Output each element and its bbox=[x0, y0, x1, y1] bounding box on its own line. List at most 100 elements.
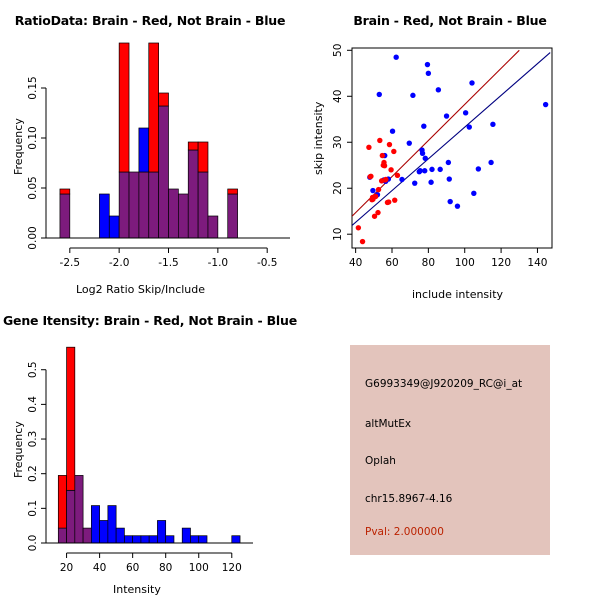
gene-y-tick-label: 0.0 bbox=[27, 535, 39, 552]
scatter-point bbox=[425, 70, 432, 76]
scatter-x-tick-label: 80 bbox=[422, 257, 435, 269]
ratio-bar-overlap bbox=[197, 171, 209, 239]
scatter-point bbox=[392, 197, 398, 203]
gene-bar-top bbox=[165, 535, 175, 544]
gene-bar-top bbox=[132, 535, 142, 544]
scatter-y-tick-label: 40 bbox=[332, 90, 344, 103]
gene-x-tick-label: 80 bbox=[159, 562, 172, 574]
scatter-point bbox=[388, 167, 394, 173]
ratio-bar-overlap bbox=[59, 193, 71, 239]
gene-bar-overlap bbox=[57, 527, 67, 544]
intensity-scatter-panel: Brain - Red, Not Brain - Blue skip inten… bbox=[300, 0, 600, 300]
ratio-histogram-x-axis-label: Log2 Ratio Skip/Include bbox=[76, 283, 206, 296]
ratio-x-tick-label: -1.0 bbox=[208, 257, 229, 269]
gene-x-tick-label: 120 bbox=[222, 562, 242, 574]
scatter-point bbox=[443, 113, 450, 119]
ratio-bar-overlap bbox=[187, 149, 199, 239]
gene-bar-top bbox=[90, 505, 100, 544]
scatter-point bbox=[370, 187, 376, 194]
gene-bar-top bbox=[148, 535, 158, 544]
scatter-point bbox=[435, 87, 442, 93]
ratio-bar-top bbox=[108, 215, 120, 239]
gene-bar-top bbox=[66, 346, 76, 491]
gene-y-tick-label: 0.1 bbox=[27, 500, 39, 517]
ratio-bar-overlap bbox=[227, 193, 238, 239]
gene-histogram-panel: Gene Itensity: Brain - Red, Not Brain - … bbox=[0, 300, 300, 600]
event-type-text: altMutEx bbox=[365, 418, 412, 430]
ratio-x-tick-label: -2.5 bbox=[60, 257, 81, 269]
scatter-point bbox=[417, 168, 423, 174]
gene-bar-top bbox=[57, 475, 67, 529]
gene-bar-top bbox=[198, 535, 208, 544]
scatter-point bbox=[376, 91, 382, 98]
scatter-point bbox=[454, 203, 461, 209]
scatter-point bbox=[488, 159, 494, 166]
gene-histogram-bars bbox=[57, 346, 241, 544]
scatter-point bbox=[386, 199, 392, 205]
ratio-histogram-title: RatioData: Brain - Red, Not Brain - Blue bbox=[14, 13, 286, 28]
ratio-bar-overlap bbox=[168, 188, 179, 239]
gene-y-tick-label: 0.4 bbox=[27, 396, 39, 413]
ratio-bar-top bbox=[158, 92, 169, 107]
gene-x-tick-label: 60 bbox=[126, 562, 139, 574]
gene-bar-top bbox=[99, 520, 109, 544]
gene-bar-top bbox=[115, 527, 125, 544]
scatter-point bbox=[469, 80, 475, 86]
scatter-point bbox=[368, 173, 374, 179]
scatter-point bbox=[391, 148, 397, 155]
intensity-scatter-x-axis-label: include intensity bbox=[412, 288, 504, 300]
ratio-histogram-panel: RatioData: Brain - Red, Not Brain - Blue… bbox=[0, 0, 300, 300]
scatter-point bbox=[445, 159, 452, 166]
scatter-point bbox=[422, 155, 428, 162]
scatter-point bbox=[412, 180, 418, 186]
scatter-point bbox=[422, 168, 428, 174]
ratio-x-tick-label: -0.5 bbox=[257, 257, 278, 269]
ratio-bar-top bbox=[227, 188, 238, 195]
ratio-bar-overlap bbox=[207, 215, 219, 239]
scatter-point bbox=[429, 166, 435, 173]
gene-x-tick-label: 40 bbox=[93, 562, 106, 574]
scatter-point bbox=[462, 110, 469, 116]
scatter-point bbox=[375, 186, 382, 193]
scatter-inner bbox=[352, 49, 551, 245]
ratio-bar-overlap bbox=[148, 171, 159, 239]
gene-info-box: G6993349@J920209_RC@i_at altMutEx Oplah … bbox=[350, 345, 550, 555]
gene-info-panel: G6993349@J920209_RC@i_at altMutEx Oplah … bbox=[300, 300, 600, 600]
scatter-point bbox=[466, 124, 472, 130]
ratio-bar-overlap bbox=[128, 171, 140, 239]
probe-id-text: G6993349@J920209_RC@i_at bbox=[365, 378, 523, 390]
scatter-point bbox=[359, 238, 366, 245]
scatter-point bbox=[381, 163, 388, 169]
scatter-point bbox=[379, 152, 386, 159]
gene-bar-top bbox=[231, 535, 241, 544]
scatter-x-tick-label: 60 bbox=[385, 257, 398, 269]
gene-histogram-x-axis-label: Intensity bbox=[113, 583, 161, 596]
gene-bar-top bbox=[140, 535, 150, 544]
ratio-bar-overlap bbox=[138, 171, 150, 239]
ratio-y-tick-label: 0.10 bbox=[27, 126, 39, 149]
ratio-histogram-canvas: 0.00 0.05 0.10 0.15 -2.5 -2.0 -1.5 -1.0 -0.5 bbox=[27, 42, 290, 269]
gene-x-tick-label: 100 bbox=[189, 562, 209, 574]
gene-y-tick-label: 0.2 bbox=[27, 465, 39, 482]
scatter-y-tick-label: 20 bbox=[332, 182, 344, 195]
scatter-point bbox=[542, 101, 549, 108]
scatter-point bbox=[386, 141, 393, 148]
gene-bar-overlap bbox=[82, 527, 92, 544]
ratio-y-tick-label: 0.15 bbox=[27, 76, 39, 99]
scatter-point bbox=[490, 121, 496, 128]
scatter-point bbox=[375, 209, 381, 216]
locus-text: chr15.8967-4.16 bbox=[365, 493, 453, 505]
ratio-y-tick-label: 0.05 bbox=[27, 176, 39, 199]
scatter-point bbox=[446, 176, 452, 182]
ratio-x-tick-label: -1.5 bbox=[158, 257, 179, 269]
gene-bar-top bbox=[124, 535, 134, 544]
scatter-point bbox=[394, 172, 401, 179]
gene-x-tick-label: 20 bbox=[60, 562, 73, 574]
scatter-point bbox=[471, 190, 477, 196]
ratio-y-tick-label: 0.00 bbox=[27, 226, 39, 249]
scatter-point bbox=[406, 140, 412, 146]
ratio-bar-top bbox=[138, 127, 150, 173]
ratio-bar-top bbox=[197, 141, 209, 173]
scatter-x-tick-label: 40 bbox=[349, 257, 362, 269]
scatter-point bbox=[393, 54, 399, 60]
